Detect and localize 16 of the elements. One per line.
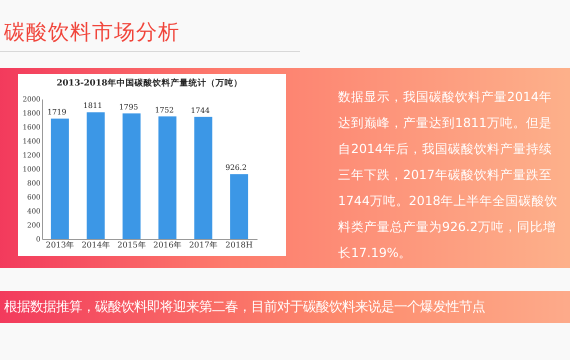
bar	[194, 116, 212, 239]
bar	[158, 116, 176, 239]
x-tick-label: 2016年	[153, 240, 182, 250]
x-tick-label: 2013年	[46, 240, 74, 250]
x-tick-label: 2015年	[117, 240, 146, 250]
text: 根据数据推算，碳酸饮料即将迎来第二春，目前对于碳酸饮料来说是一个爆发性节点	[4, 298, 485, 316]
text: 数据显示，我国碳酸饮料产量2014年达到巅峰，产量达到1811万吨。但是自2014年后，我国碳酸饮料产量持续三年下跌，2017年碳酸饮料产量跌至1744万吨。2018年上半年全国碳酸饮料类产量总产量为926.2万吨，同比增长17.19%。	[338, 88, 559, 262]
chart-subtitle: 2013-2018年中国碳酸饮料产量统计（万吨）	[56, 78, 242, 88]
bar	[122, 113, 141, 239]
x-tick-label: 2014年	[82, 240, 110, 250]
bar	[230, 174, 248, 239]
bar	[86, 112, 105, 239]
x-tick-label: 2017年	[189, 240, 218, 250]
x-tick-label: 2018H	[225, 240, 253, 250]
chart-title: 碳酸饮料市场分析	[4, 19, 180, 46]
bar	[50, 118, 69, 239]
